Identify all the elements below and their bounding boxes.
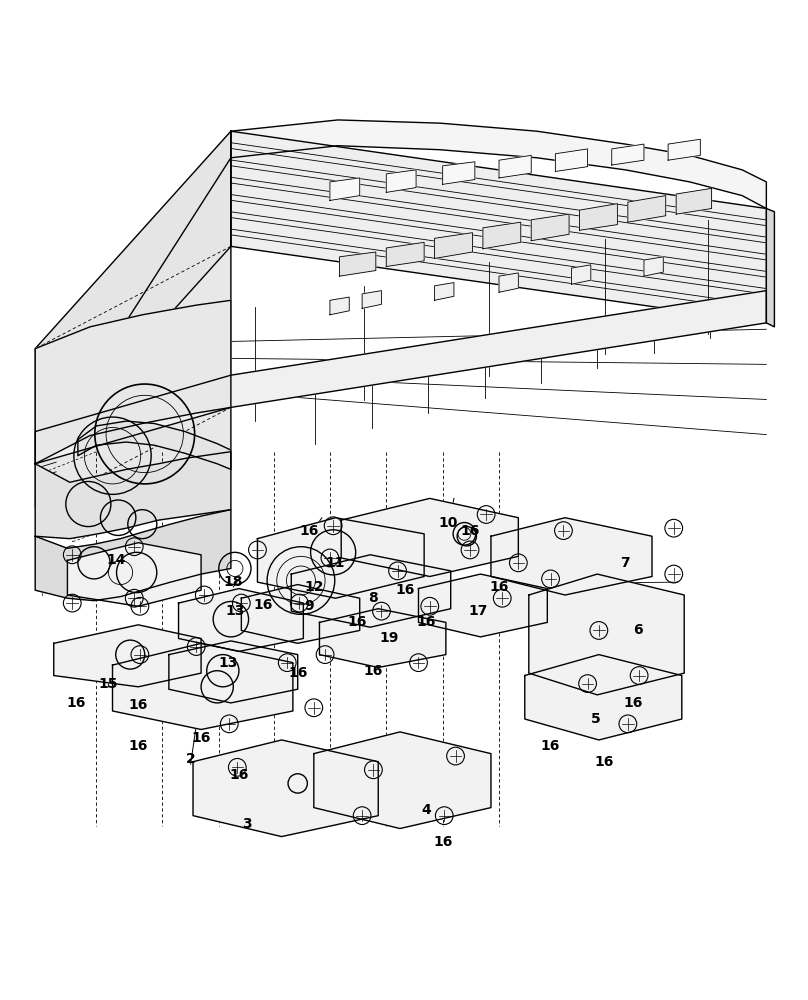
Text: 17: 17 xyxy=(469,604,488,618)
Polygon shape xyxy=(314,732,491,829)
Text: 16: 16 xyxy=(288,666,307,680)
Text: 16: 16 xyxy=(191,731,211,745)
Polygon shape xyxy=(258,518,424,598)
Text: 16: 16 xyxy=(364,664,383,678)
Polygon shape xyxy=(491,518,652,595)
Text: 5: 5 xyxy=(591,712,600,726)
Polygon shape xyxy=(36,300,231,464)
Polygon shape xyxy=(571,265,591,284)
Polygon shape xyxy=(330,178,360,200)
Polygon shape xyxy=(169,641,297,703)
Text: 16: 16 xyxy=(347,615,367,629)
Polygon shape xyxy=(362,291,381,308)
Polygon shape xyxy=(330,297,349,315)
Text: 16: 16 xyxy=(254,598,273,612)
Polygon shape xyxy=(78,421,231,469)
Polygon shape xyxy=(555,149,587,171)
Text: 16: 16 xyxy=(128,698,148,712)
Polygon shape xyxy=(53,625,201,687)
Polygon shape xyxy=(579,204,617,230)
Text: 13: 13 xyxy=(225,604,245,618)
Polygon shape xyxy=(231,120,766,209)
Polygon shape xyxy=(524,655,682,740)
Polygon shape xyxy=(67,543,201,606)
Polygon shape xyxy=(193,740,378,837)
Polygon shape xyxy=(499,273,519,292)
Text: 9: 9 xyxy=(304,599,314,613)
Polygon shape xyxy=(231,131,766,323)
Text: 19: 19 xyxy=(380,631,399,645)
Polygon shape xyxy=(36,291,766,464)
Text: 16: 16 xyxy=(624,696,643,710)
Text: 16: 16 xyxy=(417,615,436,629)
Text: 15: 15 xyxy=(99,677,118,691)
Text: 3: 3 xyxy=(242,817,252,831)
Polygon shape xyxy=(36,452,231,539)
Text: 16: 16 xyxy=(541,739,560,753)
Text: 16: 16 xyxy=(229,768,249,782)
Text: 16: 16 xyxy=(396,583,415,597)
Polygon shape xyxy=(36,510,231,601)
Polygon shape xyxy=(179,589,303,651)
Polygon shape xyxy=(36,158,231,508)
Text: 12: 12 xyxy=(304,580,323,594)
Polygon shape xyxy=(628,196,666,222)
Polygon shape xyxy=(528,574,684,695)
Text: 8: 8 xyxy=(368,591,378,605)
Text: 16: 16 xyxy=(461,524,480,538)
Text: 10: 10 xyxy=(439,516,458,530)
Text: 14: 14 xyxy=(107,553,126,567)
Polygon shape xyxy=(668,139,701,160)
Text: 13: 13 xyxy=(219,656,238,670)
Text: 16: 16 xyxy=(299,524,318,538)
Text: 4: 4 xyxy=(422,803,431,817)
Polygon shape xyxy=(499,155,531,178)
Polygon shape xyxy=(319,609,446,667)
Polygon shape xyxy=(386,170,416,192)
Text: 16: 16 xyxy=(490,580,509,594)
Polygon shape xyxy=(36,131,231,464)
Polygon shape xyxy=(766,209,774,327)
Text: 11: 11 xyxy=(326,556,345,570)
Text: 7: 7 xyxy=(621,556,630,570)
Polygon shape xyxy=(419,574,547,637)
Text: 16: 16 xyxy=(128,739,148,753)
Text: 16: 16 xyxy=(433,835,452,849)
Polygon shape xyxy=(339,252,376,276)
Text: 2: 2 xyxy=(186,752,196,766)
Text: 18: 18 xyxy=(224,575,243,589)
Polygon shape xyxy=(443,162,475,184)
Polygon shape xyxy=(386,242,424,266)
Text: 16: 16 xyxy=(66,696,86,710)
Polygon shape xyxy=(291,555,451,627)
Polygon shape xyxy=(644,257,663,276)
Text: 16: 16 xyxy=(594,755,613,769)
Polygon shape xyxy=(531,214,569,241)
Polygon shape xyxy=(676,188,712,214)
Polygon shape xyxy=(112,643,292,729)
Polygon shape xyxy=(435,283,454,300)
Polygon shape xyxy=(341,498,519,576)
Polygon shape xyxy=(483,222,521,249)
Polygon shape xyxy=(435,233,473,258)
Polygon shape xyxy=(242,585,360,643)
Polygon shape xyxy=(612,144,644,165)
Text: 6: 6 xyxy=(633,623,642,637)
